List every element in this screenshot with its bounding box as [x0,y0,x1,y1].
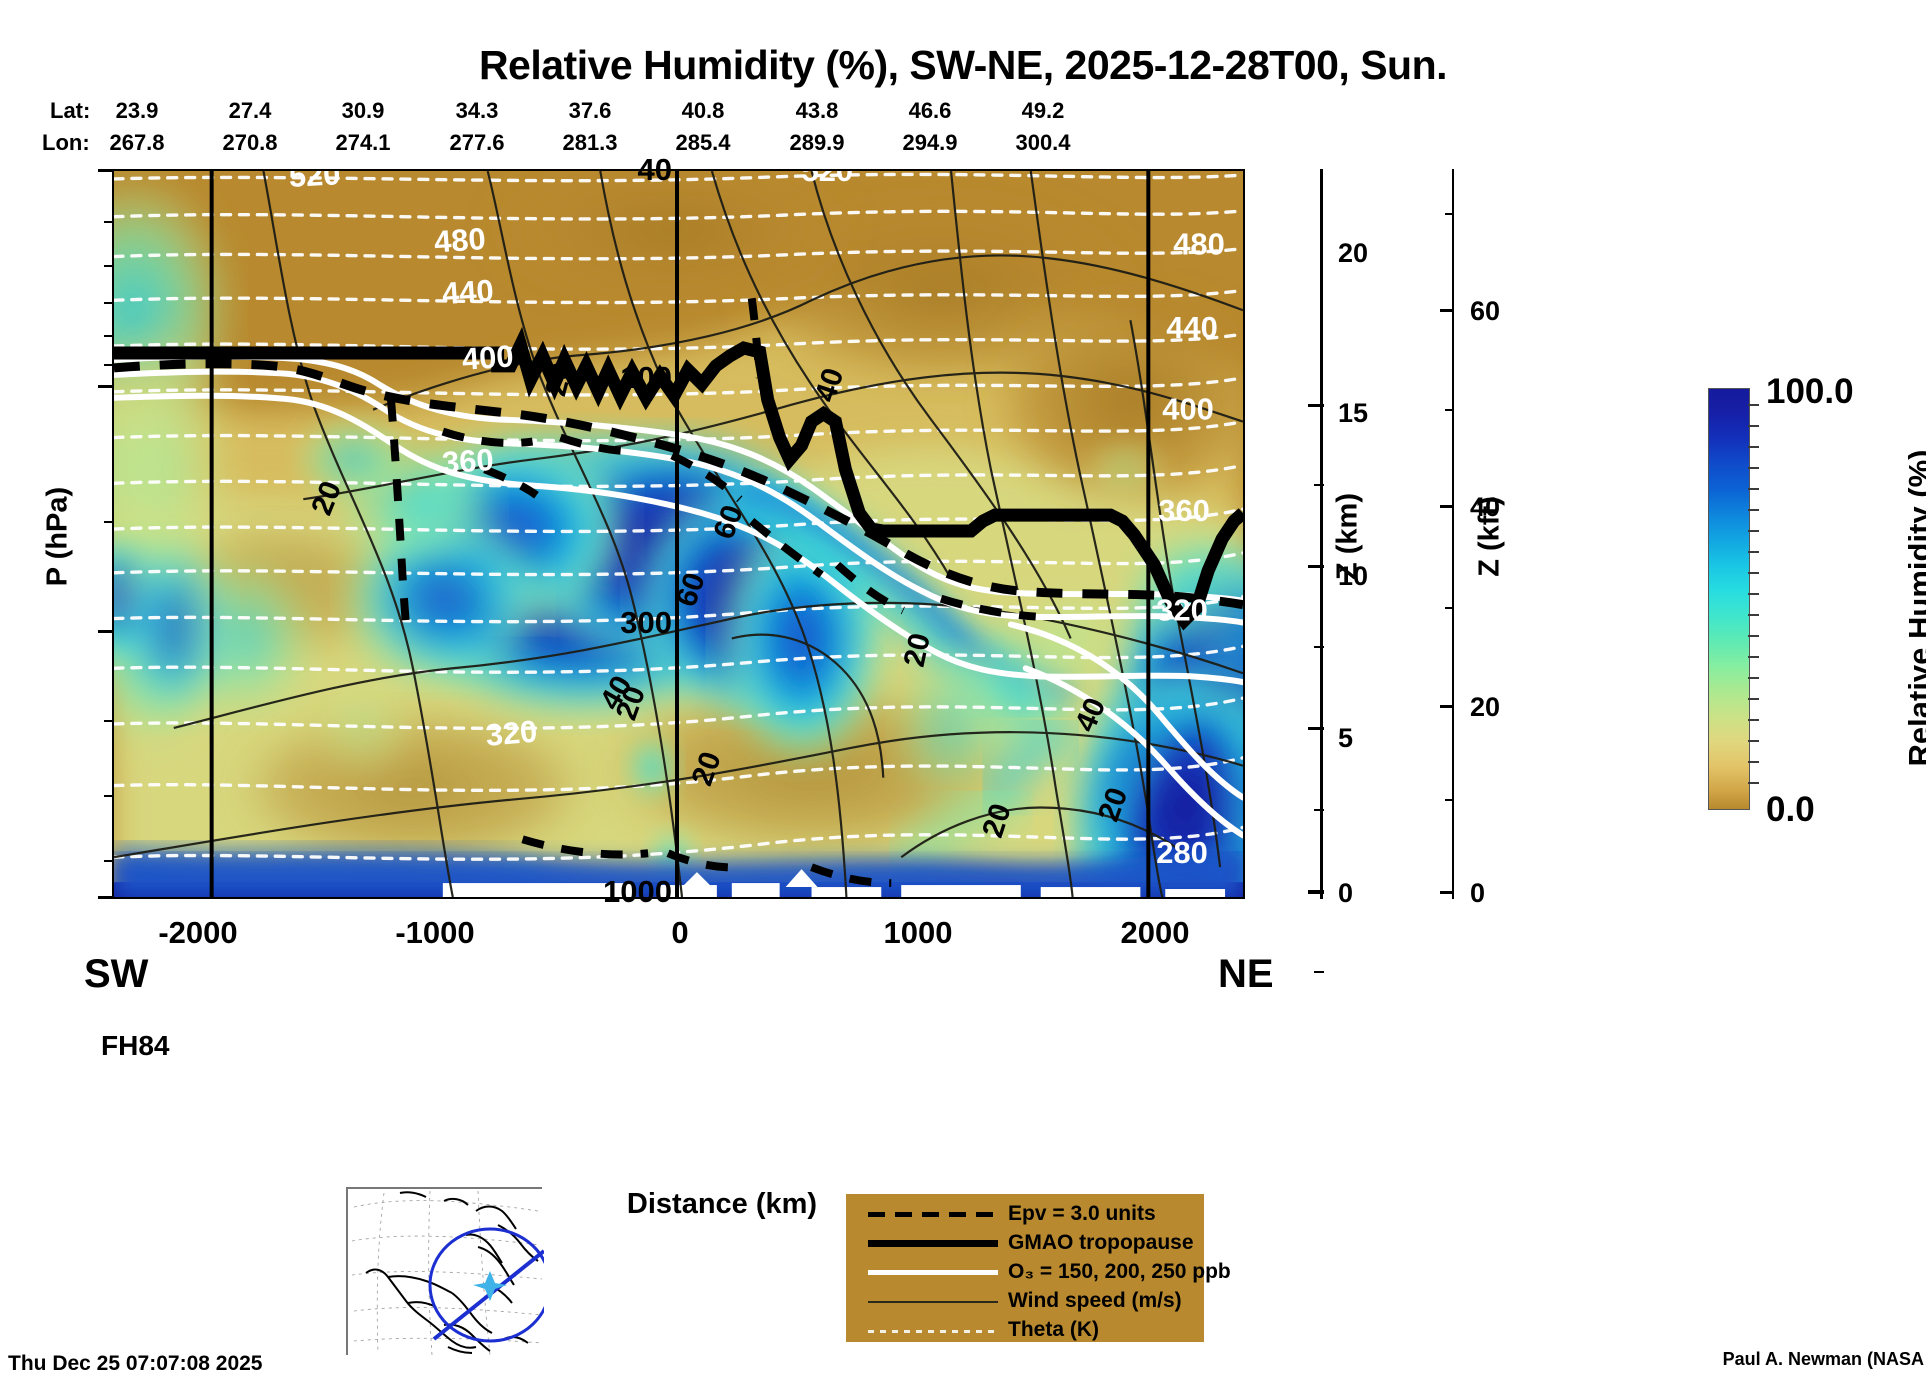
ne-endpoint-label: NE [1218,952,1274,996]
x-axis-tick: 1000 [883,915,953,950]
colorbar [1708,388,1750,810]
latitude-value: 30.9 [341,98,385,123]
inset-locator-map[interactable] [346,1187,552,1357]
latitude-value: 43.8 [795,98,839,123]
y-axis-tick: 40 [637,152,672,187]
latitude-value: 46.6 [908,98,952,123]
svg-text:400: 400 [1162,392,1214,427]
z-kft-tick: 40 [1470,492,1501,522]
z-kft-tick: 60 [1470,296,1501,326]
latitude-value: 27.4 [228,98,272,123]
credit-label: Paul A. Newman (NASA [1722,1349,1924,1369]
svg-text:440: 440 [1166,310,1218,345]
x-axis-label: Distance (km) [626,1188,818,1220]
legend-item-wind: Wind speed (m/s) [846,1287,1204,1316]
longitude-value: 270.8 [222,130,278,155]
x-axis-tick: 0 [671,915,689,950]
z-kft-axis [1452,169,1454,899]
z-km-tick: 5 [1338,723,1354,753]
svg-text:360: 360 [441,442,495,480]
latitude-value: 23.9 [115,98,159,123]
y-axis-label: P (hPa) [41,486,74,587]
latitude-value: 40.8 [681,98,725,123]
theta-line-sample [868,1316,998,1345]
svg-text:400: 400 [461,338,515,376]
y-axis-tick: 1000 [603,874,672,909]
timestamp: Thu Dec 25 07:07:08 2025 [8,1352,263,1375]
y-axis-tick: 100 [620,360,672,395]
legend: Epv = 3.0 units GMAO tropopause O₃ = 150… [846,1194,1231,1345]
legend-label: Theta (K) [1008,1318,1099,1341]
longitude-value: 267.8 [109,130,165,155]
x-axis-tick: -2000 [158,915,238,950]
longitude-value: 277.6 [449,130,505,155]
latitude-value: 34.3 [455,98,499,123]
y-axis-ticks [98,169,114,899]
svg-text:520: 520 [802,171,854,188]
z-km-tick: 20 [1338,238,1369,268]
legend-item-ozone: O₃ = 150, 200, 250 ppb [846,1258,1231,1287]
longitude-value: 300.4 [1015,130,1071,155]
latitude-value: 49.2 [1021,98,1065,123]
longitude-value: 289.9 [789,130,845,155]
legend-label: Wind speed (m/s) [1008,1289,1182,1312]
z-kft-axis-label: Z (kft) [1473,496,1506,577]
legend-label: O₃ = 150, 200, 250 ppb [1008,1260,1231,1283]
z-km-tick: 15 [1338,398,1369,428]
legend-label: GMAO tropopause [1008,1231,1194,1254]
z-kft-tick: 20 [1470,692,1501,722]
x-axis-tick: -1000 [395,915,475,950]
legend-item-tropopause: GMAO tropopause [846,1229,1204,1258]
latitude-value: 37.6 [568,98,612,123]
y-axis-tick: 300 [620,605,672,640]
cross-section-center-marker [473,1271,507,1301]
epv-line-sample [868,1200,998,1229]
svg-text:320: 320 [1156,593,1208,628]
svg-text:280: 280 [1156,835,1208,870]
longitude-label: Lon: [42,130,90,155]
colorbar-min-label: 0.0 [1766,790,1815,829]
svg-text:440: 440 [441,273,495,311]
latitude-label: Lat: [50,98,91,123]
longitude-value: 281.3 [562,130,618,155]
legend-item-epv: Epv = 3.0 units [846,1200,1204,1229]
longitude-row: Lon: 267.8 270.8 274.1 277.6 281.3 285.4… [0,130,1300,156]
svg-text:520: 520 [288,171,341,194]
ozone-line-sample [868,1258,998,1287]
legend-item-theta: Theta (K) [846,1316,1204,1345]
svg-text:20: 20 [898,630,937,669]
z-km-tick: 10 [1338,561,1369,591]
z-kft-tickmarks [1440,169,1456,899]
z-kft-tick: 0 [1470,878,1486,908]
x-axis-tick: 2000 [1120,915,1190,950]
svg-text:480: 480 [1173,227,1225,262]
longitude-value: 274.1 [335,130,391,155]
sw-endpoint-label: SW [84,952,149,996]
colorbar-max-label: 100.0 [1766,372,1854,411]
z-km-axis-label: Z (km) [1331,493,1364,580]
z-km-tick: 0 [1338,878,1354,908]
page-title: Relative Humidity (%), SW-NE, 2025-12-28… [478,42,1448,88]
svg-text:320: 320 [484,713,538,752]
svg-text:360: 360 [1158,493,1210,528]
humidity-field: 520 520 480 480 440 440 400 400 360 360 … [114,171,1243,897]
svg-text:480: 480 [433,221,487,259]
colorbar-label: Relative Humidity (%) [1902,449,1926,767]
wind-line-sample [868,1287,998,1316]
cross-section-plot[interactable]: 520 520 480 480 440 440 400 400 360 360 … [112,169,1245,899]
legend-label: Epv = 3.0 units [1008,1202,1156,1225]
z-km-tickmarks [1308,169,1324,973]
tropopause-line-sample [868,1229,998,1258]
z-km-axis [1320,169,1323,899]
inset-map-graphic [348,1189,552,1357]
forecast-hour-label: FH84 [101,1030,170,1061]
longitude-value: 285.4 [675,130,731,155]
latitude-row: Lat: 23.9 27.4 30.9 34.3 37.6 40.8 43.8 … [0,98,1300,124]
longitude-value: 294.9 [902,130,958,155]
